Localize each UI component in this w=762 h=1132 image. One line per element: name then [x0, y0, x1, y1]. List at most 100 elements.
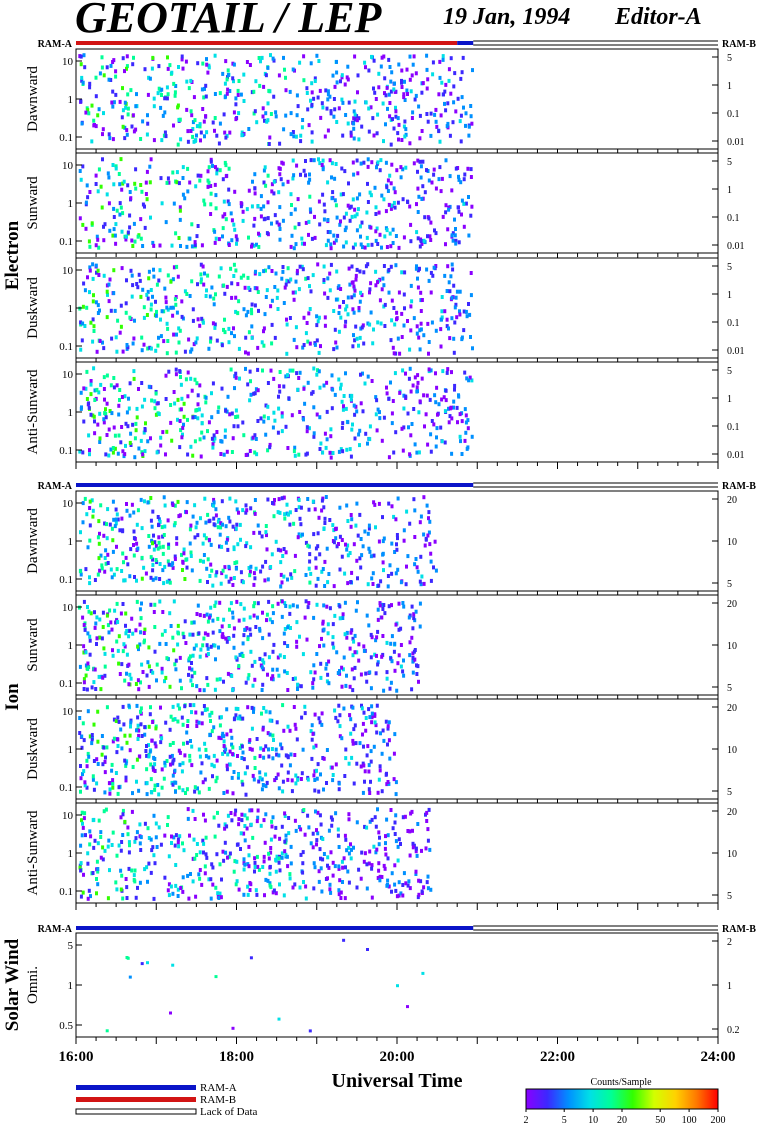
count-cell: [93, 625, 97, 630]
count-cell: [221, 632, 225, 637]
count-cell: [145, 197, 149, 202]
count-cell: [280, 599, 284, 604]
count-cell: [282, 384, 286, 389]
count-cell: [88, 842, 92, 847]
count-cell: [341, 133, 345, 138]
count-cell: [374, 412, 378, 417]
count-cell: [282, 55, 285, 60]
count-cell: [155, 845, 159, 849]
count-cell: [390, 421, 394, 426]
count-cell: [140, 335, 144, 340]
count-cell: [233, 561, 237, 565]
count-cell: [190, 710, 193, 715]
count-cell: [374, 97, 378, 101]
count-cell: [406, 554, 410, 559]
count-cell: [216, 616, 220, 621]
count-cell: [329, 109, 333, 114]
count-cell: [450, 451, 454, 456]
count-cell: [132, 369, 136, 374]
count-cell: [262, 818, 266, 823]
count-cell: [242, 617, 246, 622]
count-cell: [253, 869, 256, 874]
count-cell: [82, 644, 86, 649]
panel-frame: [75, 594, 719, 696]
count-cell: [209, 877, 213, 882]
count-cell: [174, 231, 178, 236]
count-cell: [372, 133, 376, 138]
count-cell: [117, 634, 121, 639]
count-cell: [186, 816, 190, 821]
count-cell: [126, 112, 130, 117]
count-cell: [329, 890, 333, 895]
count-cell: [392, 200, 396, 205]
count-cell: [462, 224, 466, 229]
count-cell: [358, 428, 362, 433]
count-cell: [259, 569, 263, 574]
count-cell: [94, 75, 98, 80]
count-cell: [365, 825, 369, 830]
count-cell: [160, 666, 164, 671]
count-cell: [297, 498, 301, 502]
count-cell: [285, 278, 289, 283]
count-cell: [205, 130, 209, 135]
count-cell: [231, 615, 235, 620]
count-cell: [191, 120, 195, 125]
count-cell: [419, 239, 423, 243]
count-cell: [303, 241, 306, 246]
count-cell: [137, 272, 141, 277]
count-cell: [298, 634, 301, 639]
count-cell: [198, 124, 202, 129]
count-cell: [163, 564, 167, 569]
count-cell: [115, 887, 119, 892]
count-cell: [109, 620, 113, 625]
count-cell: [439, 317, 443, 322]
count-cell: [381, 101, 385, 106]
count-cell: [238, 522, 242, 527]
count-cell: [115, 639, 119, 644]
count-cell: [304, 599, 308, 604]
count-cell: [146, 113, 149, 118]
count-cell: [389, 380, 392, 385]
count-cell: [247, 853, 251, 858]
count-cell: [328, 882, 332, 887]
count-cell: [278, 510, 282, 515]
count-cell: [118, 182, 122, 187]
count-cell: [263, 312, 267, 317]
count-cell: [90, 733, 94, 737]
count-cell: [129, 196, 133, 201]
count-cell: [269, 565, 273, 569]
count-cell: [226, 671, 230, 676]
count-cell: [299, 533, 303, 538]
count-cell: [234, 371, 238, 376]
count-cell: [118, 201, 122, 206]
count-cell: [353, 665, 357, 670]
count-cell: [156, 91, 160, 96]
count-cell: [444, 242, 447, 247]
count-cell: [81, 721, 85, 726]
ram-left-label: RAM-A: [38, 481, 73, 492]
count-cell: [260, 777, 264, 782]
count-cell: [246, 676, 250, 681]
count-cell: [110, 411, 114, 416]
count-cell: [418, 136, 422, 141]
count-cell: [82, 599, 86, 604]
count-cell: [129, 724, 132, 729]
count-cell: [369, 779, 372, 784]
count-cell: [209, 719, 212, 723]
count-cell: [211, 618, 215, 623]
count-cell: [312, 745, 316, 750]
y-tick-label-right: 5: [727, 53, 732, 64]
count-cell: [274, 869, 278, 874]
count-cell: [264, 744, 268, 749]
count-cell: [277, 673, 281, 678]
count-cell: [310, 723, 314, 728]
count-cell: [162, 495, 166, 500]
count-cell: [274, 110, 278, 115]
count-cell: [270, 341, 274, 346]
count-cell: [114, 92, 118, 97]
count-cell: [218, 723, 222, 728]
count-cell: [149, 870, 153, 875]
count-cell: [124, 775, 128, 780]
count-cell: [147, 684, 151, 689]
